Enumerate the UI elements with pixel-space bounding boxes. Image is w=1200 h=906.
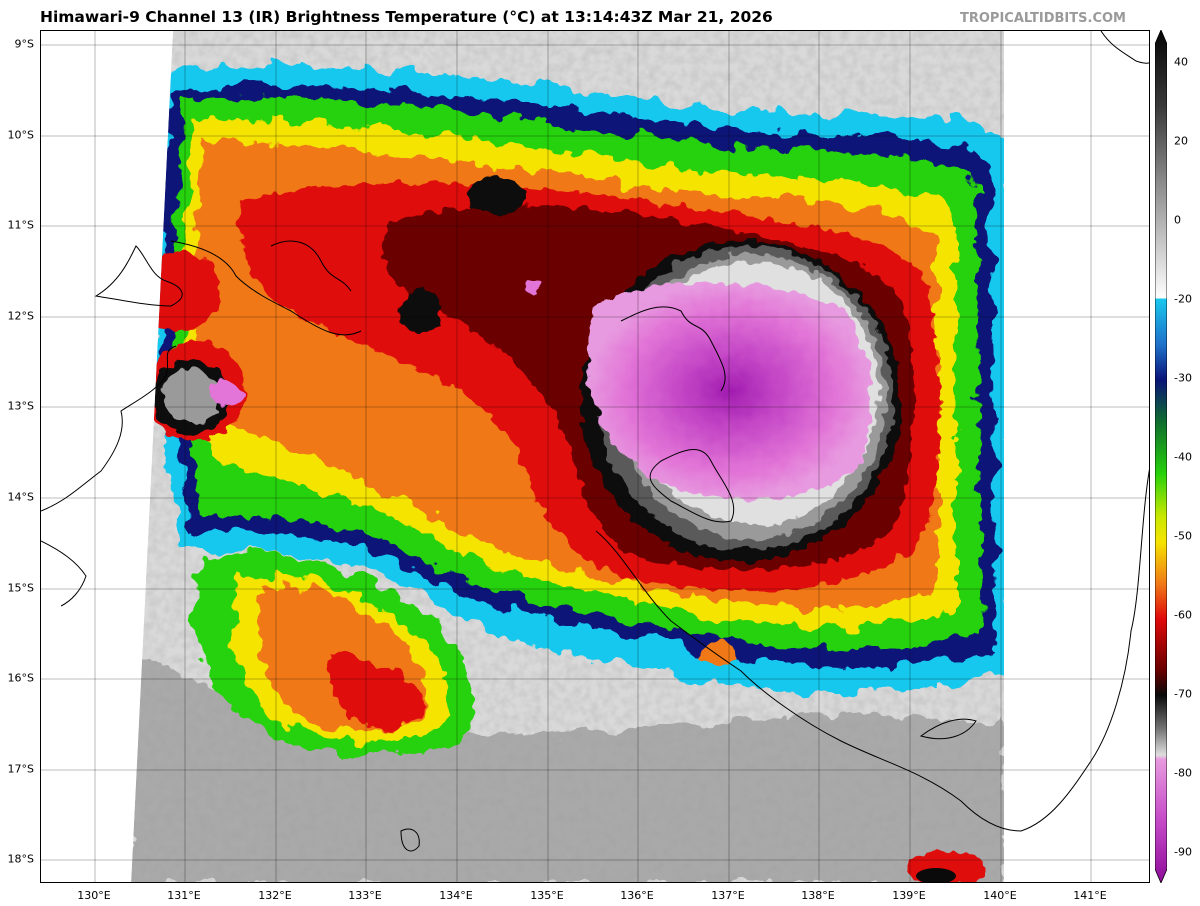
lon-label-136e: 136°E xyxy=(620,889,654,902)
lon-label-131e: 131°E xyxy=(167,889,201,902)
colorbar-tick-40: 40 xyxy=(1174,55,1188,69)
site-credit: TROPICALTIDBITS.COM xyxy=(960,11,1126,26)
lat-label-14s: 14°S xyxy=(7,490,34,504)
ir-imagery xyxy=(41,31,1149,882)
lat-label-16s: 16°S xyxy=(7,671,34,685)
lon-label-133e: 133°E xyxy=(348,889,382,902)
lat-label-11s: 11°S xyxy=(7,218,34,232)
lon-label-138e: 138°E xyxy=(801,889,835,902)
lon-label-132e: 132°E xyxy=(258,889,292,902)
colorbar-tick-m70: -70 xyxy=(1174,687,1192,701)
lon-label-140e: 140°E xyxy=(983,889,1017,902)
lat-label-17s: 17°S xyxy=(7,762,34,776)
lon-label-139e: 139°E xyxy=(892,889,926,902)
lon-label-141e: 141°E xyxy=(1073,889,1107,902)
lat-label-10s: 10°S xyxy=(7,128,34,142)
swath-group xyxy=(131,31,1004,882)
lat-label-9s: 9°S xyxy=(14,37,34,51)
colorbar-tick-m30: -30 xyxy=(1174,371,1192,385)
colorbar-tick-m50: -50 xyxy=(1174,529,1192,543)
colorbar-tick-m40: -40 xyxy=(1174,450,1192,464)
graticule xyxy=(41,31,1149,882)
lat-label-18s: 18°S xyxy=(7,852,34,866)
satellite-map xyxy=(40,30,1150,883)
colorbar-tick-m20: -20 xyxy=(1174,292,1192,306)
lat-label-13s: 13°S xyxy=(7,399,34,413)
colorbar-tick-m90: -90 xyxy=(1174,845,1192,859)
colorbar-tick-m60: -60 xyxy=(1174,608,1192,622)
lon-label-137e: 137°E xyxy=(711,889,745,902)
lat-label-12s: 12°S xyxy=(7,309,34,323)
colorbar-tick-m80: -80 xyxy=(1174,766,1192,780)
colorbar-tick-0: 0 xyxy=(1174,213,1181,227)
lat-label-15s: 15°S xyxy=(7,581,34,595)
colorbar-tick-20: 20 xyxy=(1174,134,1188,148)
lon-label-134e: 134°E xyxy=(439,889,473,902)
coastlines xyxy=(41,31,1149,852)
lon-label-130e: 130°E xyxy=(77,889,111,902)
temperature-colorbar xyxy=(1155,30,1167,883)
chart-title: Himawari-9 Channel 13 (IR) Brightness Te… xyxy=(40,8,773,26)
lon-label-135e: 135°E xyxy=(530,889,564,902)
